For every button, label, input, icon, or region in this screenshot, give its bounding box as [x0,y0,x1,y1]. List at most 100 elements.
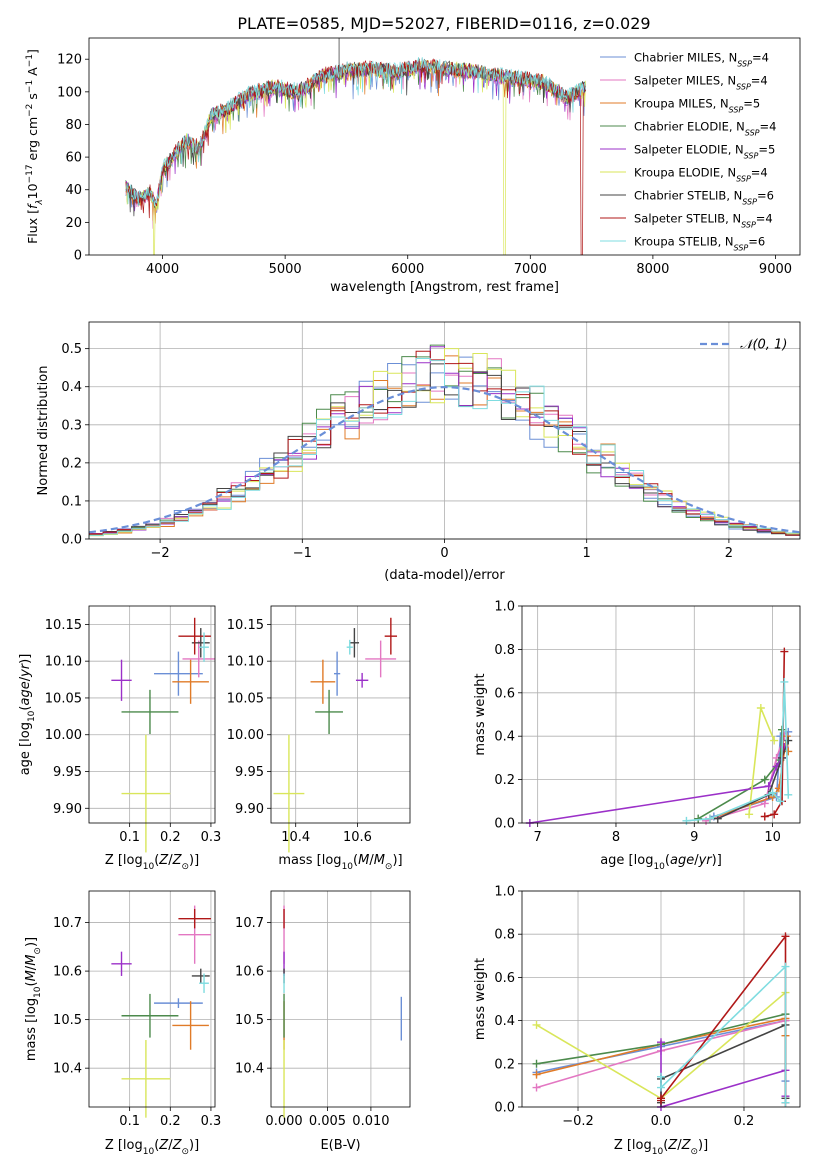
legend-entry: Kroupa STELIB, NSSP=6 [634,235,765,253]
x-tick-label: 9 [690,830,698,845]
panel-weight-vs-age: 7 8 9 10 0.0 0.2 0.4 0.6 0.8 1.0 age [log10(age/yr… [473,600,801,872]
weight-line-chabrier-stelib [717,740,790,820]
y-axis-label: Normed distribution [36,366,51,496]
spectrum-line-kroupa-elodie [125,59,586,255]
weight-marker [657,1094,665,1103]
errorbar-chabrier-miles [154,998,203,1008]
x-tick-label: 0.2 [160,1114,181,1129]
weight-marker [780,677,789,686]
errorbar-salpeter-stelib [178,617,211,655]
x-axis-label: Z [log10(Z/Z⊙)] [105,1138,199,1157]
errorbar-chabrier-stelib [191,968,210,984]
panel-residuals: −2 −1 0 1 2 0.0 0.1 0.2 0.3 0.4 0.5 𝒩(0, 1) (data-mo… [36,321,801,583]
panel-spectrum: 4000 5000 6000 7000 8000 9000 0 20 40 60 80 100 120 w… [25,37,801,295]
errorbar-kroupa-miles [310,659,336,704]
y-axis-label: mass weight [473,673,488,755]
axes-frame [270,605,411,824]
x-tick-label: 8000 [636,262,669,277]
x-tick-label: 8 [612,830,620,845]
x-axis-label: E(B-V) [320,1138,360,1153]
errorbar-salpeter-miles [182,640,215,678]
axes-frame [521,890,801,1108]
y-tick-label: 0.2 [494,773,515,788]
errorbar-salpeter-elodie [111,659,132,701]
x-tick-label: 0.2 [160,830,181,845]
weight-marker [657,1038,665,1047]
y-tick-label: 10.4 [235,1062,264,1077]
y-tick-label: 0.3 [61,418,82,433]
weight-line-salpeter-elodie [529,746,786,824]
x-axis-label: (data-model)/error [384,568,505,583]
weight-marker [532,1020,541,1029]
x-tick-label: −0.2 [562,1114,594,1129]
legend-entry: Salpeter STELIB, NSSP=4 [634,212,773,230]
y-tick-label: 0.2 [494,1057,515,1072]
errorbar-kroupa-miles [172,1001,209,1050]
weight-marker [756,703,765,712]
y-tick-label: 0.0 [61,533,82,548]
x-tick-label: 6000 [391,262,424,277]
x-tick-label: 7000 [514,262,547,277]
legend: Chabrier MILES, NSSP=4 Salpeter MILES, NS… [600,51,776,253]
y-tick-label: 10.4 [53,1062,82,1077]
legend-entry: Chabrier STELIB, NSSP=6 [634,189,774,207]
legend-entry: Kroupa ELODIE, NSSP=4 [634,166,768,184]
axes-frame [88,321,801,540]
weight-marker [760,812,769,821]
legend-entry: Kroupa MILES, NSSP=5 [634,97,760,115]
errorbar-salpeter-miles [365,640,397,678]
x-tick-label: 1 [583,546,591,561]
spectrum-line-salpeter-stelib [125,58,586,255]
y-tick-label: 0.8 [494,643,515,658]
y-tick-label: 10.05 [45,691,82,706]
y-tick-label: 10.5 [53,1013,82,1028]
spectrum-line-kroupa-stelib [125,57,586,207]
errorbar-chabrier-miles [334,651,341,696]
y-tick-label: 10.10 [227,655,264,670]
errorbar-kroupa-elodie [273,734,305,853]
y-tick-label: 0.6 [494,971,515,986]
x-axis-label: age [log10(age/yr)] [600,853,722,872]
weight-marker [532,1059,541,1068]
figure-title: PLATE=0585, MJD=52027, FIBERID=0116, z=0… [237,14,650,33]
y-tick-label: 0.8 [494,928,515,943]
y-tick-label: 40 [65,183,82,198]
weight-marker [776,797,785,806]
x-tick-label: 9000 [759,262,792,277]
x-tick-label: 0.0 [651,1114,672,1129]
weight-line-kroupa-stelib [660,964,787,1103]
y-tick-label: 60 [65,151,82,166]
weight-marker [657,1072,665,1081]
spectrum-line-chabrier-miles [125,61,586,213]
weight-line-salpeter-stelib [660,934,787,1103]
x-tick-label: −2 [151,546,170,561]
legend-entry: Salpeter ELODIE, NSSP=5 [634,143,775,161]
y-tick-label: 0 [74,249,82,264]
errorbar-chabrier-elodie [121,689,179,734]
errorbar-salpeter-elodie [355,672,369,688]
weight-marker [781,932,790,941]
weight-marker [770,736,779,745]
x-axis-label: Z [log10(Z/Z⊙)] [614,1138,708,1157]
y-tick-label: 0.0 [494,1101,515,1116]
weight-marker [760,799,769,808]
weight-marker [705,814,714,823]
x-tick-label: 0 [440,546,448,561]
errorbar-kroupa-stelib [199,632,209,662]
weight-marker [768,788,777,797]
axes-frame [88,605,216,824]
weight-marker [784,747,793,756]
weight-marker [657,1083,665,1092]
y-tick-label: 10.00 [227,728,264,743]
y-tick-label: 9.90 [235,802,264,817]
weight-marker [770,810,779,819]
x-tick-label: 0.3 [201,1114,222,1129]
y-tick-label: 10.10 [45,655,82,670]
spectrum-line-salpeter-elodie [125,60,586,212]
x-tick-label: 10.6 [343,830,372,845]
x-tick-label: 2 [725,546,733,561]
x-tick-label: 5000 [269,262,302,277]
x-tick-label: 0.3 [201,830,222,845]
x-tick-label: 0.005 [309,1114,346,1129]
